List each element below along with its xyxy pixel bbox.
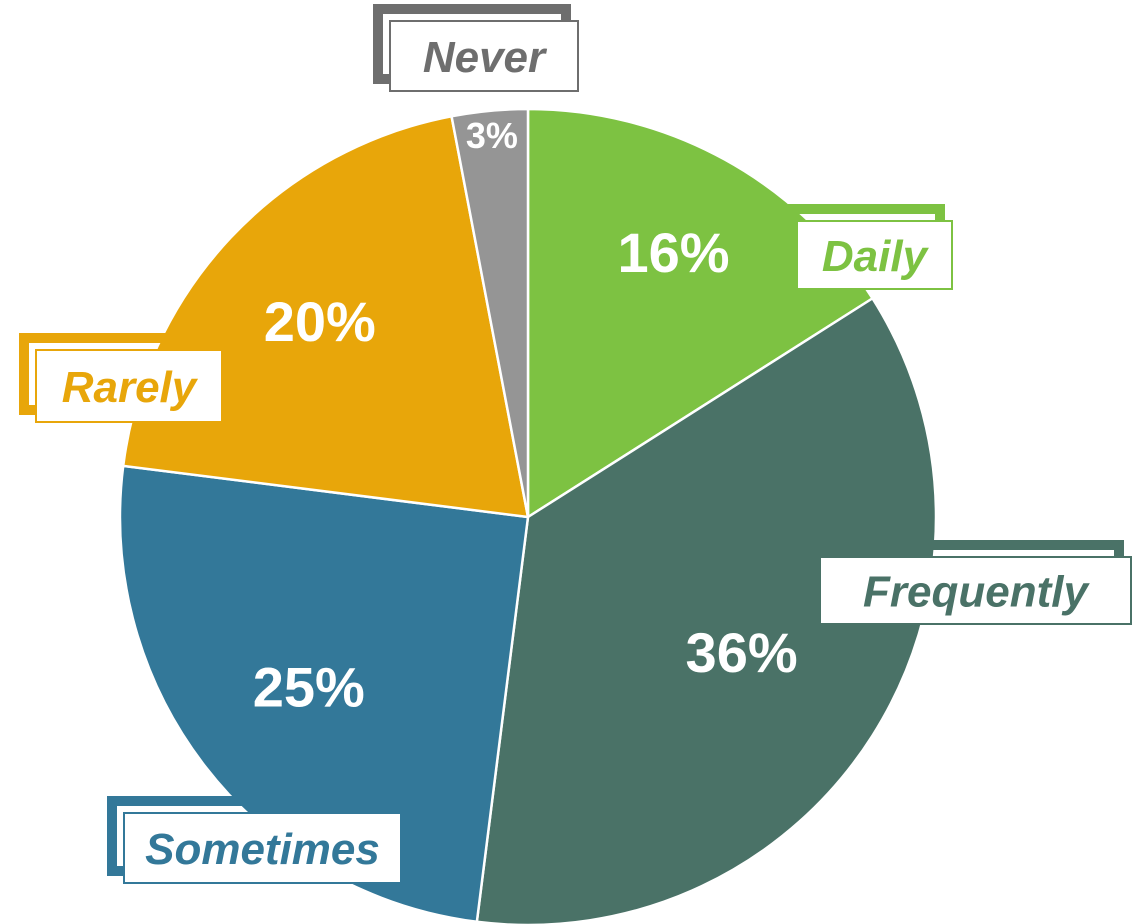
- percent-labels: 16% 36% 25% 20% 3%: [253, 115, 798, 719]
- percent-label-frequently: 36%: [686, 621, 798, 684]
- callout-box: [796, 220, 953, 290]
- category-callouts: Daily Frequently Sometimes Rarely Never: [19, 4, 1132, 884]
- percent-label-rarely: 20%: [264, 290, 376, 353]
- category-label-rarely: Rarely: [62, 363, 199, 412]
- pie-slice-sometimes: [118, 464, 530, 924]
- callout-rarely: Rarely: [19, 333, 223, 423]
- callout-daily: Daily: [780, 204, 953, 290]
- category-label-never: Never: [423, 33, 548, 82]
- percent-label-never: 3%: [466, 115, 518, 156]
- callout-sometimes: Sometimes: [107, 796, 402, 884]
- percent-label-sometimes: 25%: [253, 656, 365, 719]
- percent-label-daily: 16%: [617, 221, 729, 284]
- callout-frequently: Frequently: [803, 540, 1132, 625]
- pie-slice-never: [450, 107, 530, 519]
- category-label-frequently: Frequently: [863, 567, 1090, 616]
- callout-box: [389, 20, 579, 92]
- callout-never: Never: [373, 4, 579, 92]
- category-label-daily: Daily: [822, 232, 930, 281]
- callout-box: [123, 812, 402, 884]
- callout-box: [35, 349, 223, 423]
- category-label-sometimes: Sometimes: [145, 825, 380, 874]
- callout-box: [819, 556, 1132, 625]
- pie-slice-frequently: [475, 297, 938, 924]
